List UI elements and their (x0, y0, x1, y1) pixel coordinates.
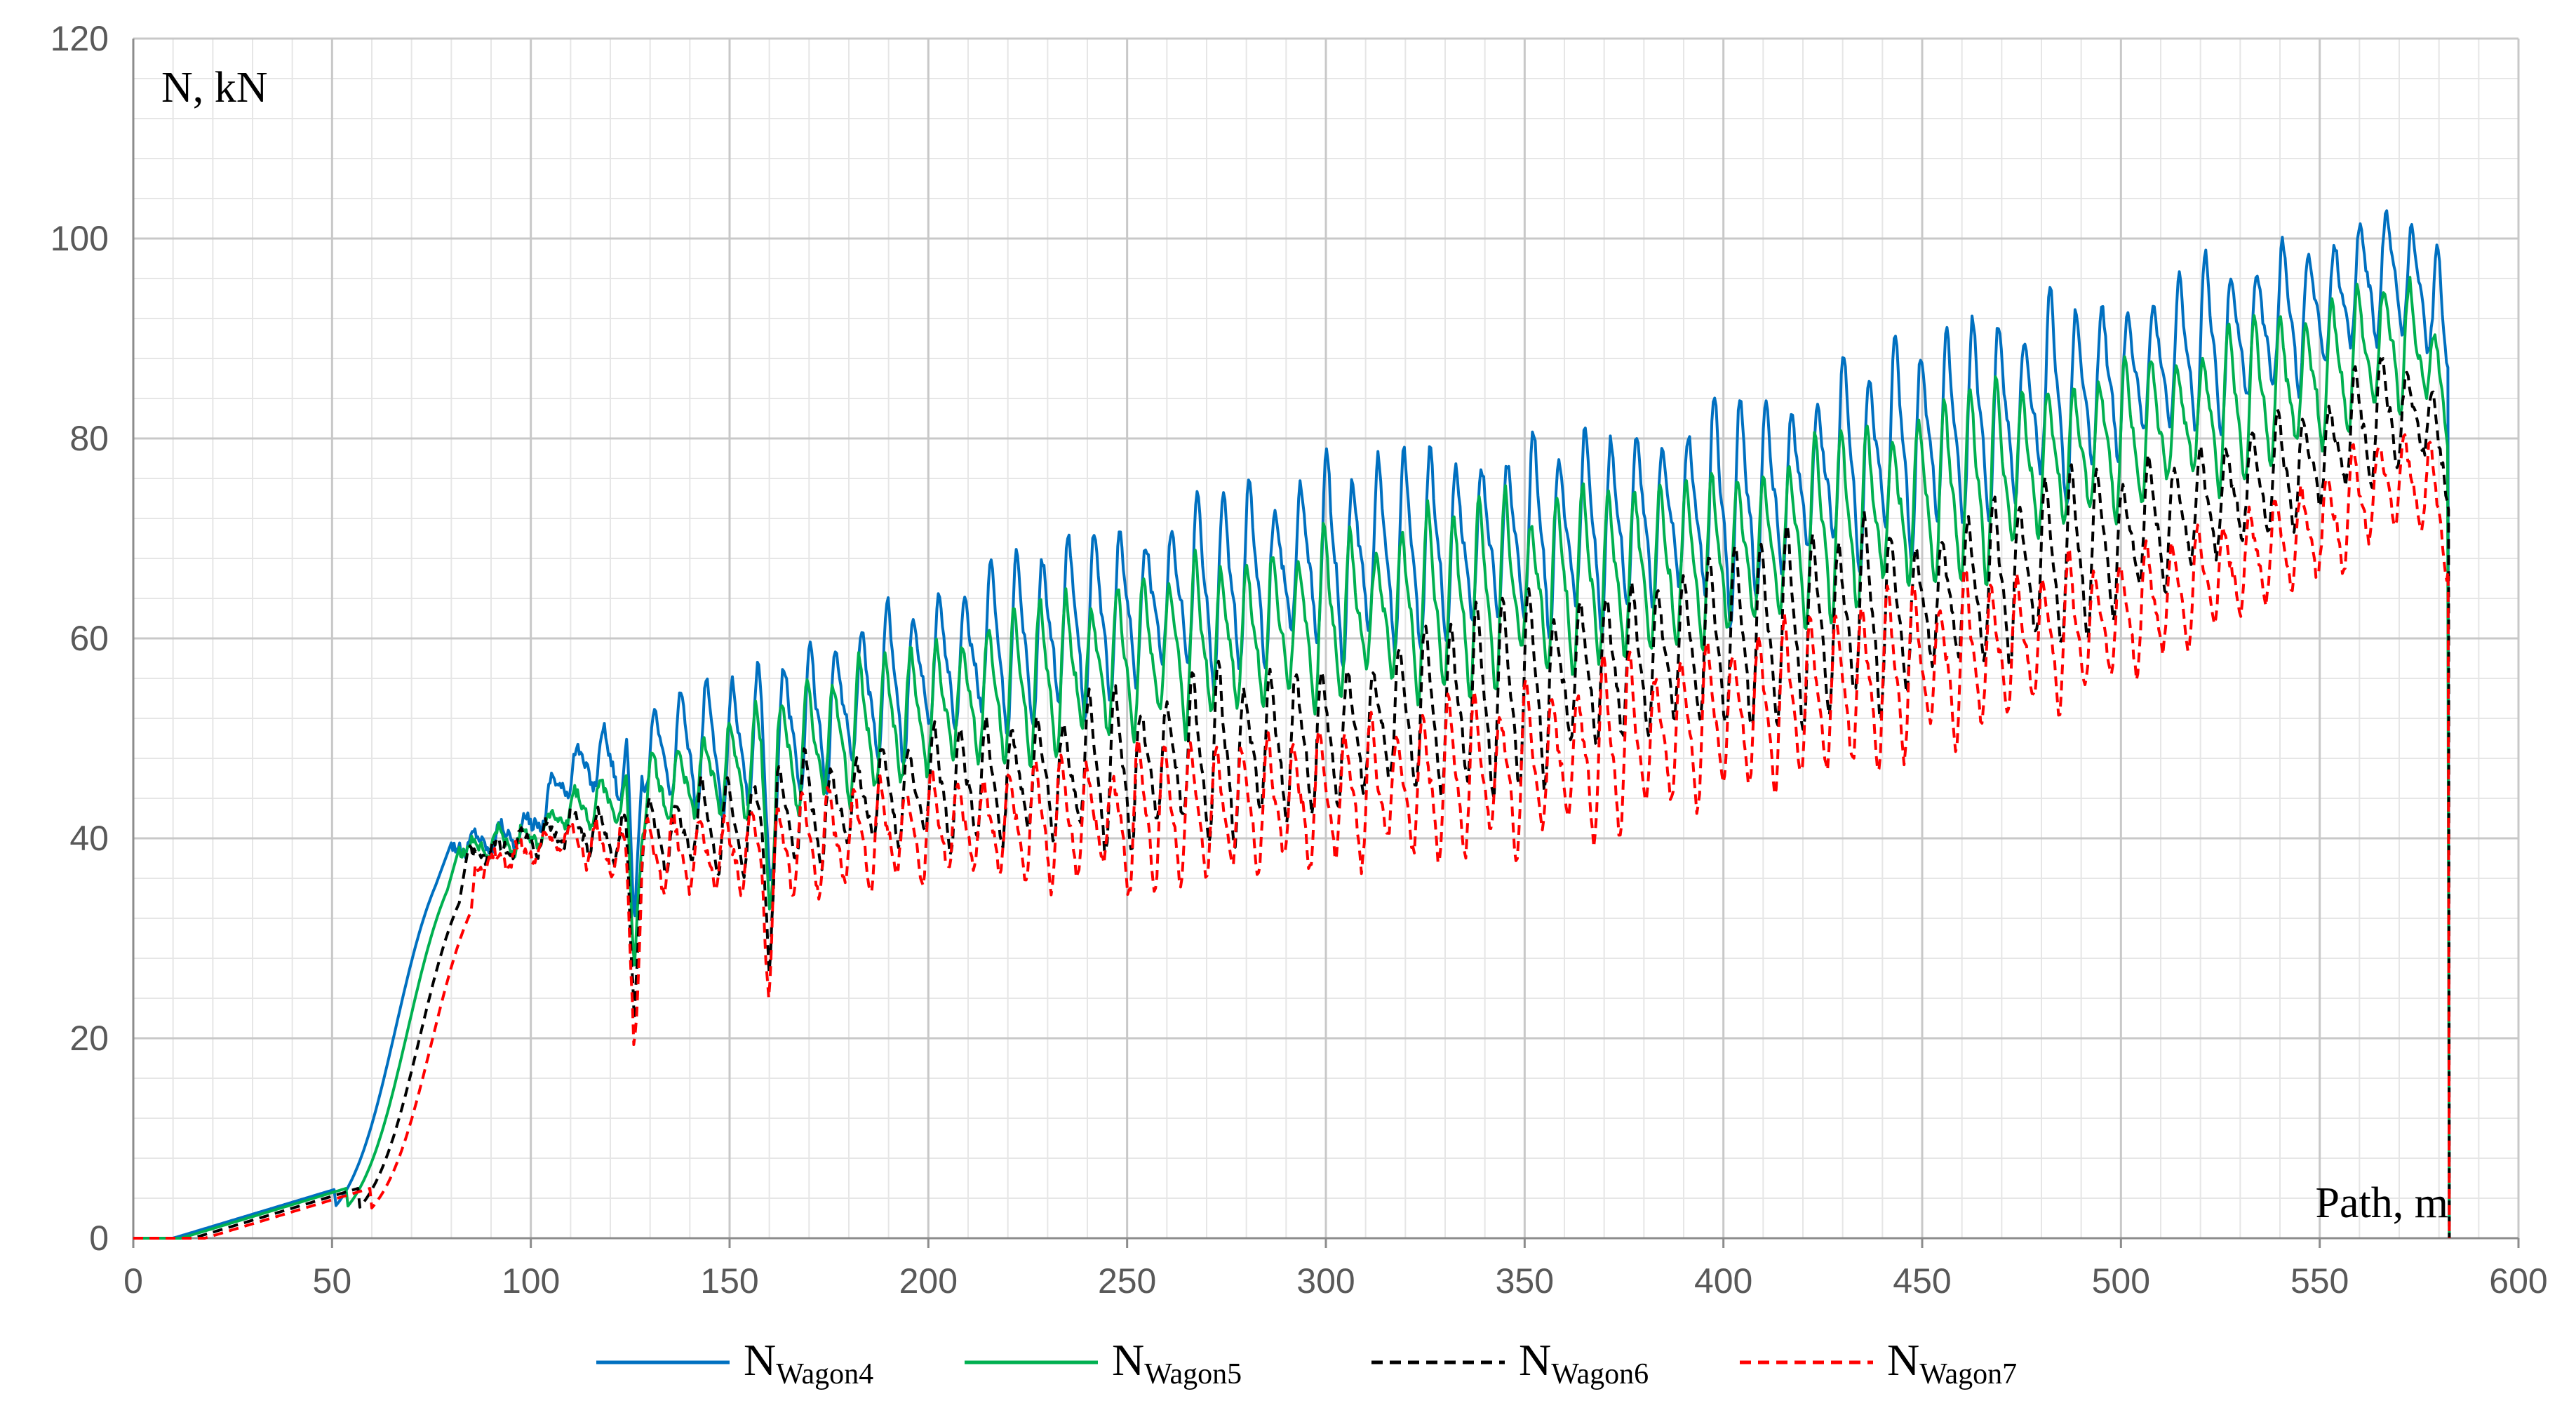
x-tick-label: 450 (1893, 1261, 1951, 1301)
y-tick-label: 120 (51, 19, 109, 58)
legend-item-wagon5: NWagon5 (965, 1335, 1242, 1390)
x-tick-label: 550 (2290, 1261, 2349, 1301)
legend-item-wagon6: NWagon6 (1371, 1335, 1649, 1390)
x-tick-label: 50 (313, 1261, 352, 1301)
x-tick-label: 250 (1098, 1261, 1156, 1301)
axes (132, 39, 2520, 1248)
y-tick-label: 60 (69, 619, 109, 658)
y-tick-label: 40 (69, 819, 109, 858)
y-tick-label: 100 (51, 219, 109, 258)
series-line-wagon4 (133, 209, 2451, 1240)
y-tick-labels: 0 20 40 60 80 100 120 (51, 19, 109, 1258)
legend: NWagon4 NWagon5 NWagon6 NWagon7 (596, 1335, 2017, 1390)
legend-label: NWagon6 (1519, 1335, 1649, 1390)
legend-label: NWagon7 (1887, 1335, 2017, 1390)
x-tick-label: 600 (2489, 1261, 2547, 1301)
series-line-wagon5 (133, 276, 2451, 1240)
series-line-wagon7 (133, 433, 2451, 1240)
legend-label: NWagon5 (1112, 1335, 1242, 1390)
y-tick-label: 20 (69, 1019, 109, 1058)
legend-label: NWagon4 (744, 1335, 873, 1390)
legend-item-wagon4: NWagon4 (596, 1335, 873, 1390)
x-tick-labels: 0 50 100 150 200 250 300 350 400 450 500 550 600 (123, 1261, 2548, 1301)
x-tick-label: 500 (2092, 1261, 2150, 1301)
x-tick-label: 100 (502, 1261, 560, 1301)
x-tick-label: 350 (1496, 1261, 1554, 1301)
y-tick-label: 0 (89, 1219, 109, 1258)
x-axis-label: Path, m (2316, 1179, 2448, 1227)
x-tick-label: 0 (123, 1261, 143, 1301)
y-axis-label: N, kN (161, 64, 268, 112)
x-tick-label: 400 (1694, 1261, 1752, 1301)
x-tick-label: 200 (899, 1261, 958, 1301)
x-tick-label: 300 (1296, 1261, 1355, 1301)
y-tick-label: 80 (69, 419, 109, 458)
x-tick-label: 150 (700, 1261, 758, 1301)
series-lines (133, 209, 2451, 1240)
legend-item-wagon7: NWagon7 (1740, 1335, 2017, 1390)
